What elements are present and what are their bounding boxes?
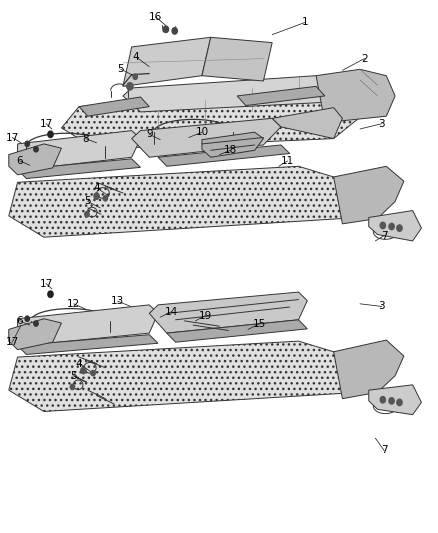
Text: 3: 3 (378, 119, 385, 128)
Circle shape (94, 193, 99, 199)
Circle shape (85, 212, 89, 217)
Text: 5: 5 (117, 64, 124, 74)
Circle shape (48, 131, 53, 138)
Polygon shape (201, 132, 263, 157)
Text: 7: 7 (380, 231, 387, 240)
Text: 12: 12 (67, 299, 80, 309)
Circle shape (388, 223, 393, 230)
Text: 16: 16 (149, 12, 162, 22)
Circle shape (396, 225, 401, 231)
Circle shape (34, 147, 38, 152)
Polygon shape (149, 292, 307, 333)
Polygon shape (79, 97, 149, 116)
Circle shape (388, 398, 393, 404)
Text: 4: 4 (132, 52, 139, 62)
Polygon shape (131, 118, 280, 157)
Text: 18: 18 (223, 146, 237, 155)
Text: 14: 14 (164, 307, 177, 317)
Circle shape (34, 321, 38, 326)
Polygon shape (18, 159, 140, 179)
Polygon shape (61, 91, 359, 149)
Polygon shape (166, 320, 307, 342)
Text: 8: 8 (82, 134, 89, 143)
Text: 2: 2 (360, 54, 367, 63)
Polygon shape (333, 340, 403, 399)
Polygon shape (9, 144, 61, 175)
Circle shape (379, 397, 385, 403)
Polygon shape (123, 37, 210, 86)
Polygon shape (315, 69, 394, 123)
Circle shape (172, 28, 177, 34)
Polygon shape (201, 37, 272, 81)
Text: 5: 5 (84, 197, 91, 206)
Polygon shape (368, 211, 420, 241)
Text: 13: 13 (111, 296, 124, 306)
Polygon shape (18, 335, 158, 354)
Text: 15: 15 (252, 319, 265, 329)
Circle shape (81, 367, 86, 374)
Polygon shape (368, 385, 420, 415)
Circle shape (70, 384, 74, 390)
Circle shape (25, 141, 29, 147)
Text: 17: 17 (39, 279, 53, 288)
Circle shape (48, 291, 53, 297)
Polygon shape (9, 319, 61, 350)
Text: 17: 17 (6, 337, 19, 347)
Text: 11: 11 (280, 156, 293, 166)
Polygon shape (18, 305, 158, 345)
Circle shape (396, 399, 401, 406)
Text: 5: 5 (70, 371, 77, 381)
Polygon shape (9, 341, 359, 411)
Text: 19: 19 (198, 311, 212, 320)
Circle shape (25, 316, 29, 321)
Text: 7: 7 (380, 446, 387, 455)
Circle shape (91, 370, 95, 376)
Text: 4: 4 (75, 359, 82, 368)
Circle shape (127, 83, 133, 90)
Text: 17: 17 (39, 119, 53, 128)
Polygon shape (9, 166, 359, 237)
Text: 6: 6 (16, 156, 23, 166)
Circle shape (379, 222, 385, 229)
Polygon shape (333, 166, 403, 224)
Text: 9: 9 (145, 130, 152, 139)
Text: 1: 1 (301, 18, 308, 27)
Polygon shape (18, 131, 140, 169)
Circle shape (103, 196, 107, 201)
Polygon shape (237, 86, 324, 106)
Text: 3: 3 (378, 302, 385, 311)
Text: 6: 6 (16, 316, 23, 326)
Polygon shape (123, 76, 333, 112)
Text: 4: 4 (93, 183, 100, 192)
Text: 10: 10 (195, 127, 208, 137)
Polygon shape (272, 108, 342, 139)
Circle shape (133, 74, 137, 79)
Text: 17: 17 (6, 133, 19, 142)
Circle shape (163, 26, 168, 33)
Polygon shape (158, 145, 289, 166)
